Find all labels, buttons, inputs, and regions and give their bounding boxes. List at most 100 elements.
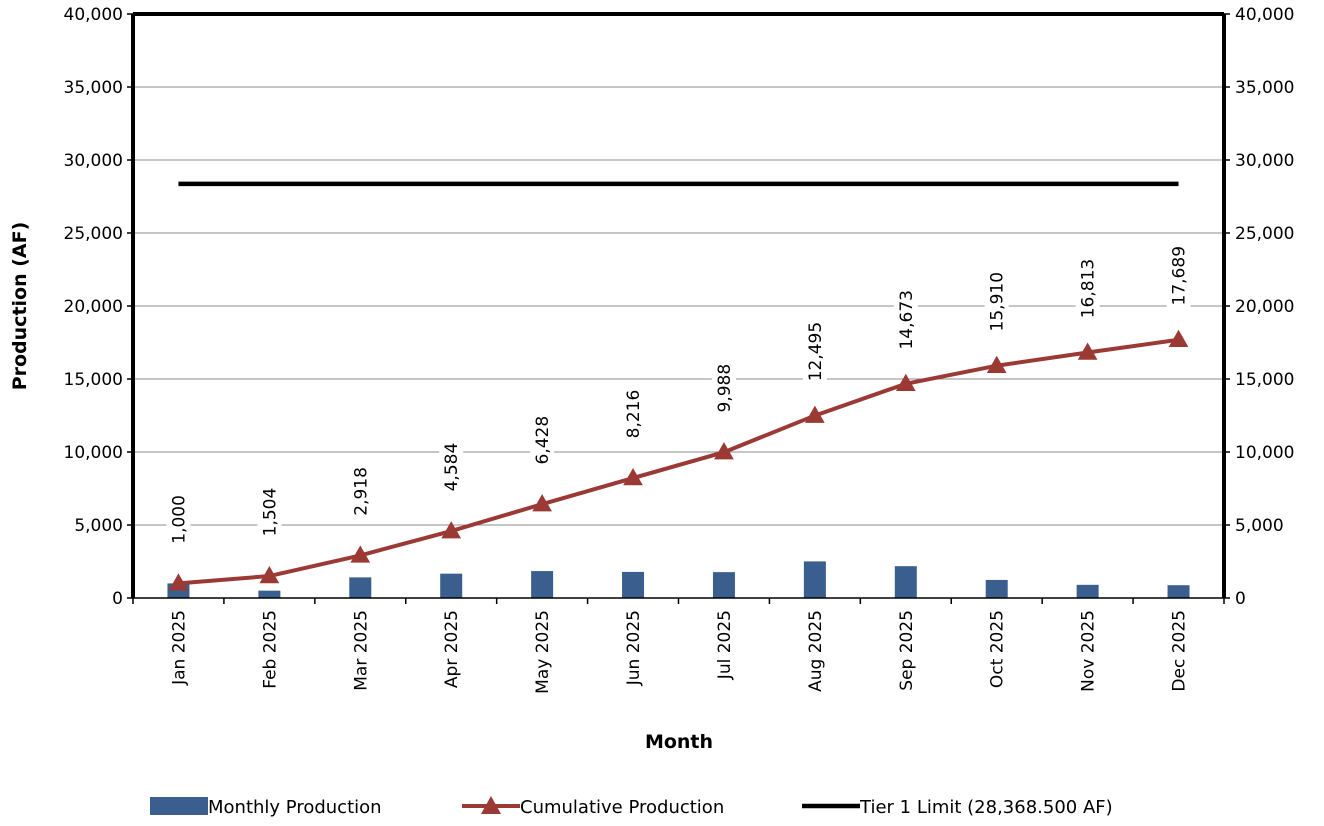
x-tick-label: Sep 2025 [897, 610, 917, 691]
data-label: 14,673 [897, 290, 917, 349]
cumulative-marker [350, 545, 371, 563]
legend-swatch-cumulative-marker [481, 796, 501, 814]
data-label-group: 8,216 [621, 382, 646, 446]
data-label: 17,689 [1170, 246, 1190, 305]
data-label-group: 17,689 [1166, 239, 1191, 313]
cumulative-marker [532, 494, 552, 512]
bar-nov-2025 [1076, 584, 1099, 598]
data-label: 16,813 [1079, 259, 1099, 318]
bar-apr-2025 [440, 573, 463, 598]
bar-jun-2025 [622, 571, 645, 598]
y-left-tick-label: 5,000 [74, 516, 123, 536]
data-label-group: 6,428 [530, 408, 555, 472]
data-label-bg [802, 315, 827, 389]
data-label-group: 12,495 [802, 315, 827, 389]
y-left-tick-label: 20,000 [64, 297, 123, 317]
bar-may-2025 [531, 571, 554, 598]
gridlines [133, 86, 1224, 526]
x-axis: Jan 2025 Feb 2025 Mar 2025 Apr 2025 May 2025… [132, 598, 1225, 694]
legend-label-monthly: Monthly Production [208, 797, 382, 818]
data-label: 12,495 [806, 322, 826, 381]
y-left-tick-label: 15,000 [64, 370, 123, 390]
y-right-tick-label: 5,000 [1235, 516, 1284, 536]
y-left-tick-label: 30,000 [64, 151, 123, 171]
bar-mar-2025 [349, 577, 372, 598]
legend-label-tier: Tier 1 Limit (28,368.500 AF) [859, 797, 1113, 818]
data-label-group: 4,584 [439, 435, 464, 499]
data-label-bg [166, 488, 191, 551]
cumulative-marker [714, 442, 734, 460]
data-label: 9,988 [715, 364, 735, 413]
y-right-tick-label: 35,000 [1235, 78, 1294, 98]
legend-label-cumulative: Cumulative Production [520, 797, 724, 818]
data-label-group: 1,000 [166, 488, 191, 551]
cumulative-marker [895, 373, 916, 392]
data-label: 2,918 [351, 467, 371, 516]
data-label: 8,216 [624, 390, 644, 439]
data-label: 4,584 [442, 443, 462, 492]
data-label-bg [257, 480, 282, 544]
data-label-group: 16,813 [1075, 252, 1100, 326]
x-tick-label: Jun 2025 [624, 610, 644, 686]
x-tick-label: Jul 2025 [715, 610, 735, 680]
data-label-bg [711, 356, 736, 420]
bar-sep-2025 [894, 566, 917, 598]
data-label: 1,504 [260, 488, 280, 537]
y-right-tick-label: 25,000 [1235, 224, 1294, 244]
y-axis-title: Production (AF) [9, 222, 31, 391]
cumulative-marker [986, 355, 1007, 373]
bar-feb-2025 [258, 590, 281, 598]
x-tick-label: Apr 2025 [442, 610, 462, 688]
cumulative-marker [259, 566, 280, 584]
x-tick-label: Nov 2025 [1079, 610, 1099, 692]
data-label: 15,910 [988, 272, 1008, 331]
data-label-bg [1075, 252, 1100, 326]
cumulative-marker [623, 468, 643, 486]
x-tick-label: Jan 2025 [169, 610, 189, 686]
data-label-bg [984, 265, 1009, 339]
data-label-bg [439, 435, 464, 499]
data-label: 1,000 [169, 495, 189, 544]
cumulative-marker [1077, 342, 1098, 360]
y-axis-left: 0 5,000 10,000 15,000 20,000 25,000 30,000 35,0… [64, 5, 133, 609]
y-left-tick-label: 0 [112, 589, 123, 609]
y-axis-right: 0 5,000 10,000 15,000 20,000 25,000 30,000 35,0… [1224, 5, 1294, 609]
data-label-bg [621, 382, 646, 446]
cumulative-production-line [168, 329, 1189, 591]
cumulative-marker [441, 521, 462, 539]
cumulative-marker [168, 573, 189, 591]
data-label-group: 14,673 [893, 283, 918, 357]
data-label-group: 2,918 [348, 460, 373, 523]
legend: Monthly Production Cumulative Production T… [150, 796, 1113, 818]
bar-dec-2025 [1167, 585, 1190, 598]
data-label-group: 15,910 [984, 265, 1009, 339]
monthly-production-bars [167, 561, 1190, 598]
x-tick-label: Oct 2025 [988, 610, 1008, 688]
data-label-bg [530, 408, 555, 472]
y-right-tick-label: 40,000 [1235, 5, 1294, 25]
data-label-bg [893, 283, 918, 357]
x-axis-title: Month [645, 731, 713, 753]
bar-oct-2025 [985, 579, 1008, 598]
x-tick-label: Mar 2025 [351, 610, 371, 691]
y-left-tick-label: 40,000 [64, 5, 123, 25]
data-label-bg [348, 460, 373, 523]
bar-jul-2025 [712, 572, 735, 598]
x-tick-label: May 2025 [533, 610, 553, 694]
x-tick-label: Feb 2025 [260, 610, 280, 689]
cumulative-data-labels: 1,000 1,504 2,918 4,584 6,428 8,216 9,988 12,49… [166, 239, 1191, 551]
legend-swatch-monthly [150, 797, 208, 815]
y-right-tick-label: 0 [1235, 589, 1246, 609]
y-right-tick-label: 20,000 [1235, 297, 1294, 317]
x-tick-label: Dec 2025 [1170, 610, 1190, 692]
data-label: 6,428 [533, 416, 553, 465]
data-label-group: 1,504 [257, 480, 282, 544]
x-tick-label: Aug 2025 [806, 610, 826, 692]
y-right-tick-label: 10,000 [1235, 443, 1294, 463]
cumulative-marker [805, 405, 825, 423]
y-left-tick-label: 25,000 [64, 224, 123, 244]
bar-aug-2025 [803, 561, 826, 598]
y-left-tick-label: 10,000 [64, 443, 123, 463]
y-right-tick-label: 30,000 [1235, 151, 1294, 171]
